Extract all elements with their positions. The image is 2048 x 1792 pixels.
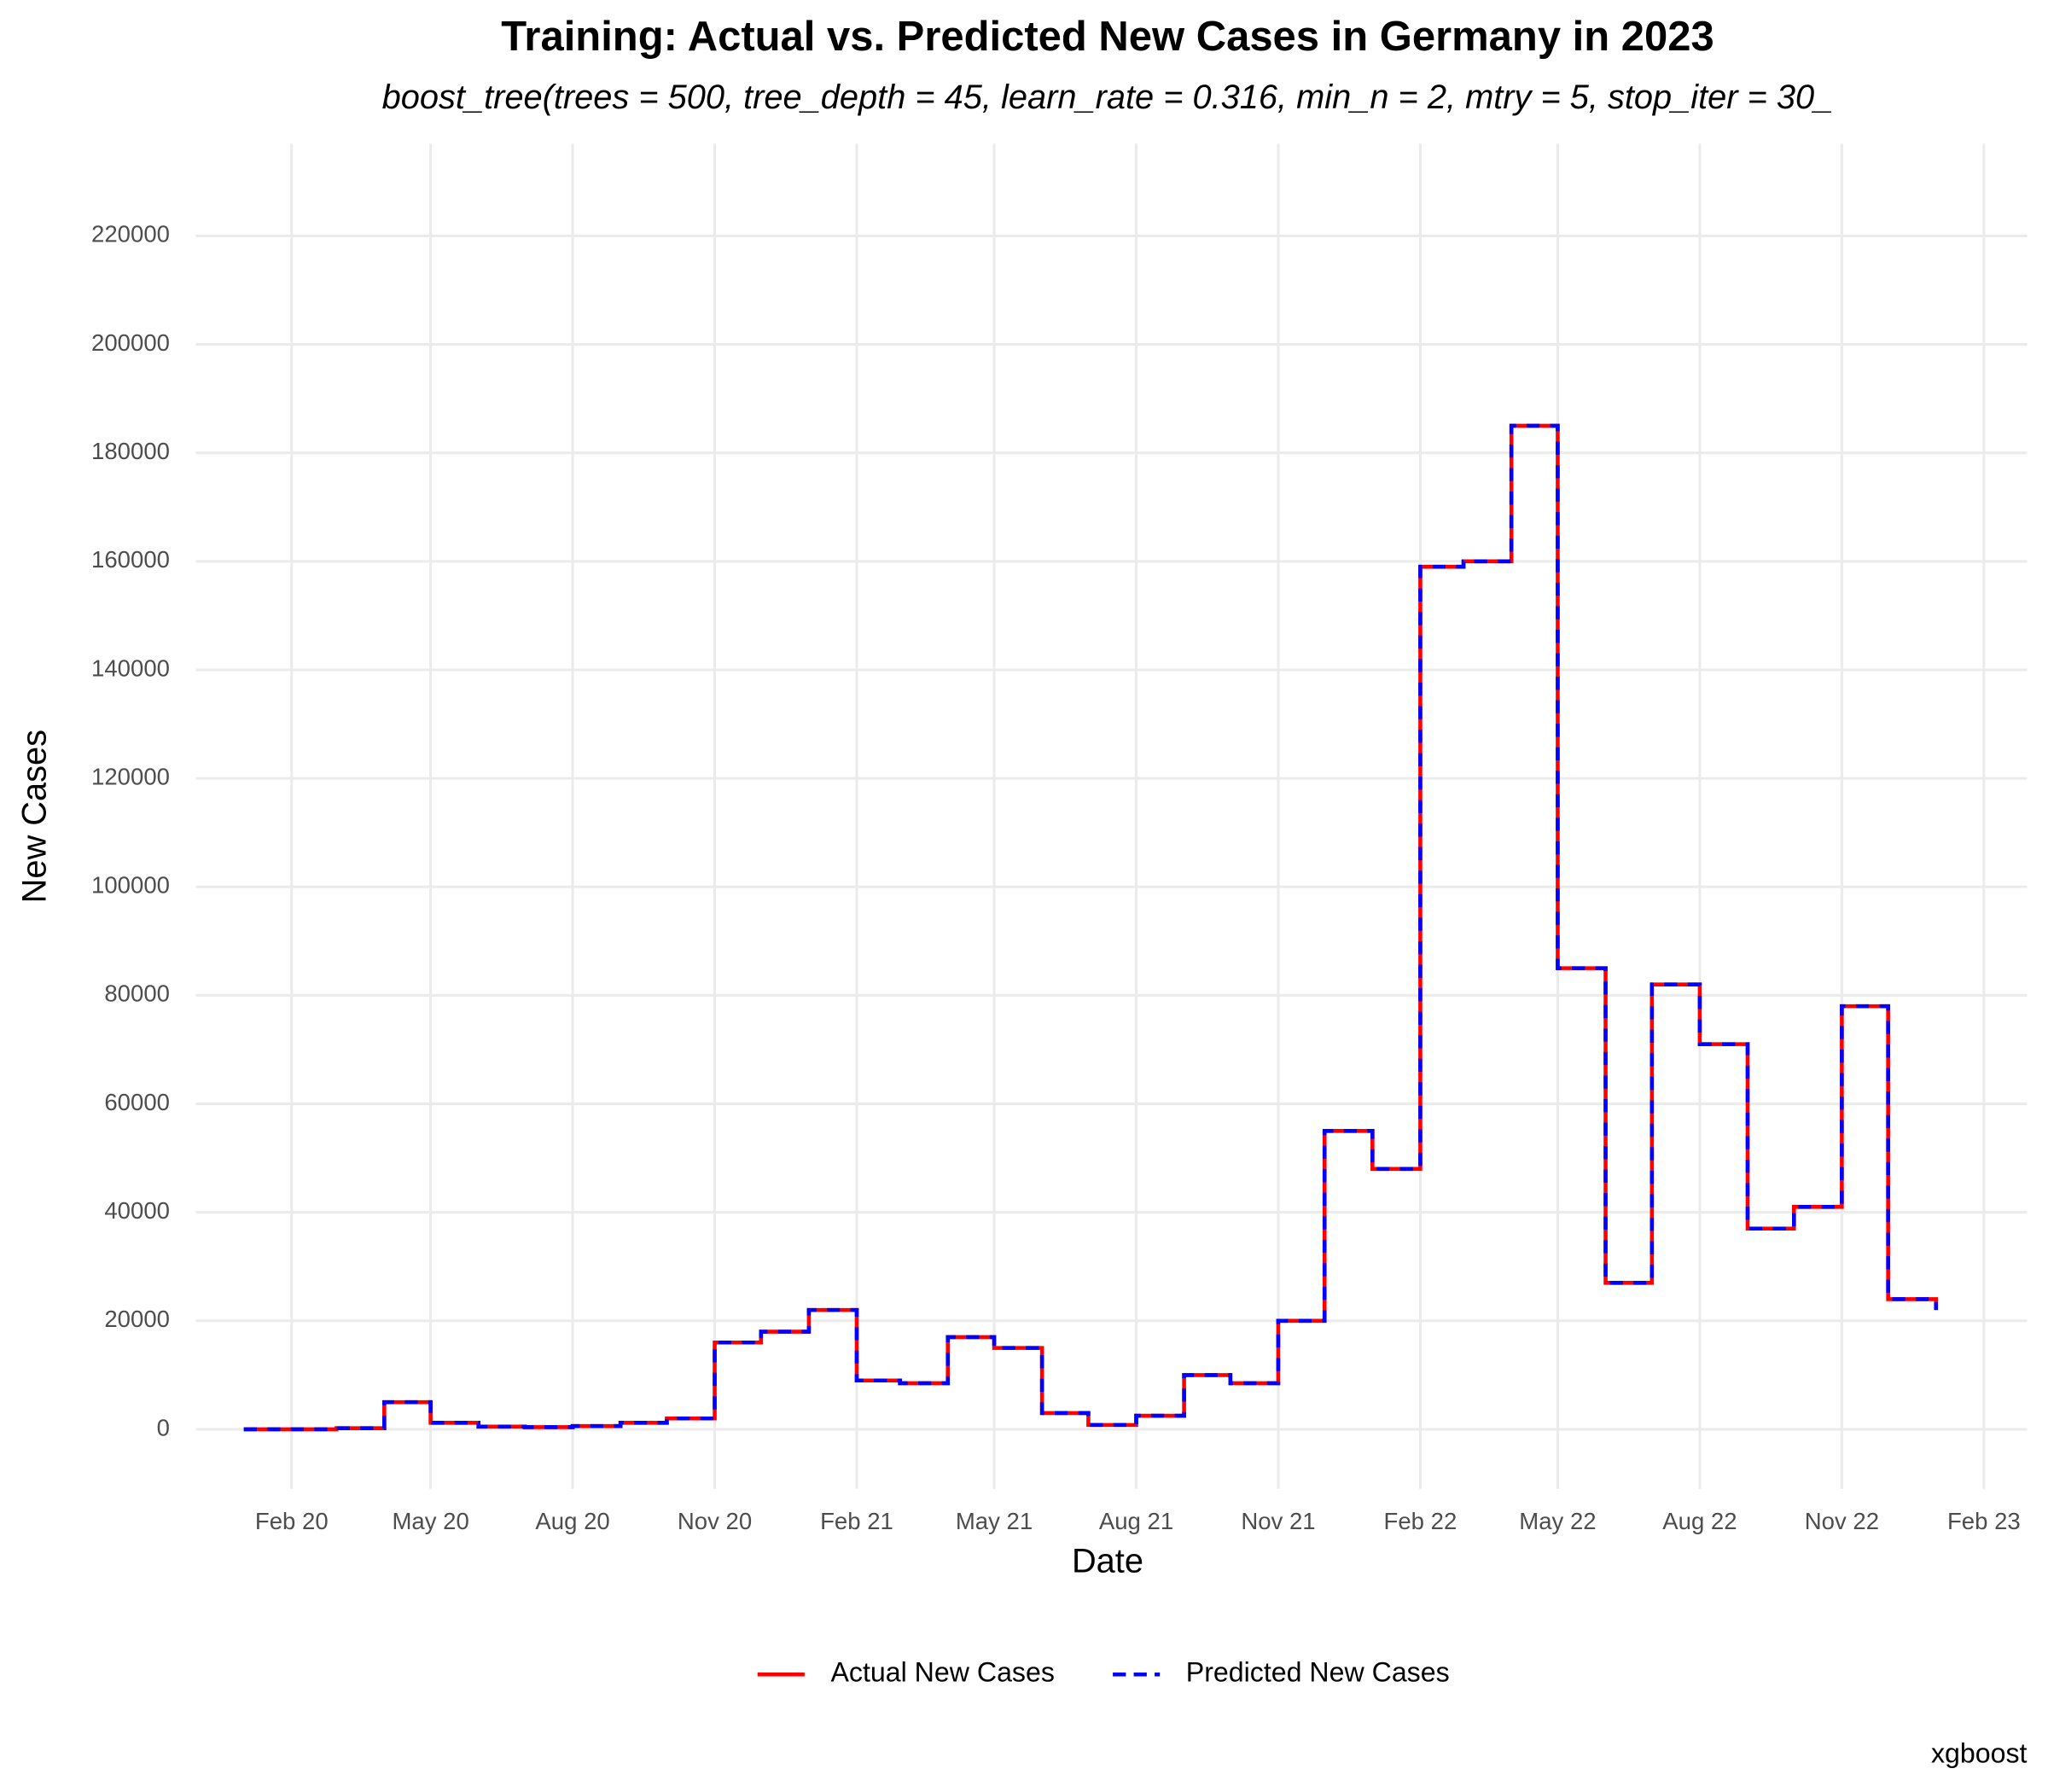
x-tick-label: Nov 22 [1805,1508,1879,1534]
y-tick-label: 80000 [104,980,170,1007]
y-axis-label: New Cases [15,730,53,903]
y-tick-label: 200000 [91,329,170,356]
y-tick-label: 40000 [104,1197,170,1224]
x-tick-label: Aug 22 [1662,1508,1737,1534]
x-tick-label: May 22 [1519,1508,1596,1534]
y-tick-label: 120000 [91,763,170,789]
series-line [243,423,1939,1432]
x-tick-label: Nov 20 [678,1508,752,1534]
chart-subtitle: boost_tree(trees = 500, tree_depth = 45,… [382,79,1834,116]
x-tick-label: Aug 20 [535,1508,609,1534]
series-line [243,423,1939,1432]
legend-label: Predicted New Cases [1186,1657,1450,1688]
x-axis-label: Date [1072,1543,1143,1580]
y-tick-label: 100000 [91,872,170,899]
x-tick-label: May 21 [956,1508,1033,1534]
y-tick-label: 20000 [104,1306,170,1332]
x-tick-label: May 20 [392,1508,468,1534]
x-tick-label: Feb 20 [255,1508,329,1534]
x-tick-label: Feb 22 [1384,1508,1457,1534]
x-tick-label: Nov 21 [1241,1508,1315,1534]
x-tick-label: Feb 21 [820,1508,893,1534]
y-tick-label: 160000 [91,546,170,573]
chart-title: Training: Actual vs. Predicted New Cases… [501,14,1714,60]
caption: xgboost [1931,1738,2028,1769]
y-tick-label: 180000 [91,438,170,464]
y-tick-label: 140000 [91,655,170,681]
x-tick-label: Feb 23 [1947,1508,2021,1534]
y-tick-label: 60000 [104,1089,170,1115]
x-tick-label: Aug 21 [1099,1508,1173,1534]
y-tick-label: 220000 [91,221,170,247]
y-tick-label: 0 [157,1414,170,1440]
legend-label: Actual New Cases [830,1657,1054,1688]
